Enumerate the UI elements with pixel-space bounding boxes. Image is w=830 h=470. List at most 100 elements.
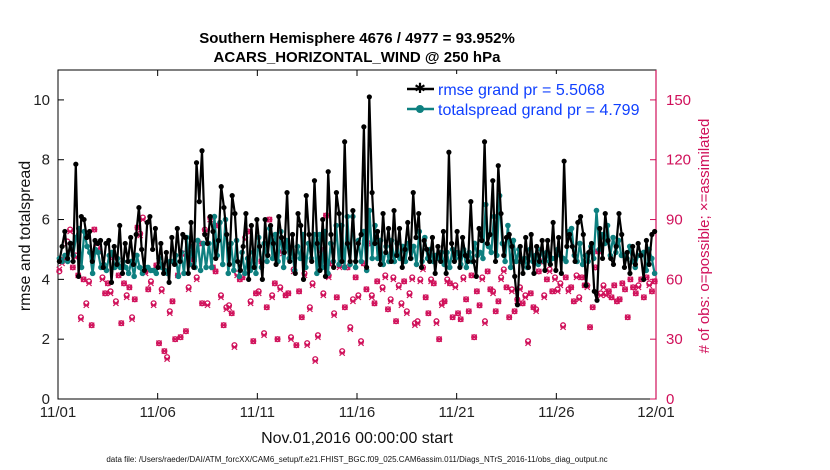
rmse-point: [534, 243, 540, 250]
totalspread-point: [358, 258, 364, 265]
rmse-point: [111, 243, 117, 250]
rmse-point: [638, 252, 644, 259]
obs-assimilated-point: [597, 292, 604, 299]
obs-assimilated-point: [430, 280, 437, 287]
rmse-point: [169, 234, 175, 241]
rmse-point: [161, 270, 167, 276]
rmse-point: [281, 249, 287, 256]
obs-assimilated-point: [126, 284, 133, 291]
totalspread-point: [136, 264, 143, 271]
rmse-point: [536, 258, 543, 265]
rmse-line: [58, 95, 656, 306]
obs-assimilated-point: [635, 284, 642, 291]
rmse-point: [484, 240, 490, 247]
obs-assimilated-point: [586, 324, 594, 331]
obs-assimilated-point: [368, 294, 375, 301]
obs-assimilated-point: [446, 280, 453, 287]
obs-assimilated-point: [161, 348, 168, 355]
rmse-point: [454, 228, 460, 235]
chart-subtitle: ACARS_HORIZONTAL_WIND @ 250 hPa: [214, 49, 502, 66]
rmse-point: [358, 231, 364, 238]
totalspread-point: [89, 270, 96, 277]
obs-assimilated-point: [417, 278, 424, 285]
totalspread-point: [84, 243, 90, 250]
rmse-point: [67, 240, 73, 247]
rmse-point: [506, 231, 512, 238]
obs-assimilated-point: [193, 276, 200, 283]
rmse-point: [630, 243, 636, 250]
rmse-point: [328, 231, 334, 238]
totalspread-point: [131, 273, 137, 280]
rmse-point: [81, 216, 87, 223]
rmse-point: [418, 264, 425, 270]
rmse-point: [309, 258, 315, 265]
rmse-point: [405, 219, 411, 226]
rmse-point: [163, 249, 169, 256]
obs-assimilated-point: [578, 274, 585, 281]
rmse-point: [100, 264, 106, 270]
obs-assimilated-point: [648, 288, 655, 295]
obs-assimilated-point: [568, 284, 575, 291]
rmse-point: [377, 261, 383, 268]
rmse-point: [342, 139, 348, 145]
rmse-point: [517, 243, 523, 250]
rmse-point: [75, 273, 82, 279]
totalspread-point: [208, 264, 215, 271]
rmse-point: [394, 252, 400, 259]
rmse-point: [284, 190, 290, 196]
rmse-point: [106, 237, 112, 244]
totalspread-point: [502, 258, 508, 265]
obs-assimilated-point: [331, 312, 338, 319]
rmse-point: [374, 228, 381, 235]
obs-assimilated-point: [355, 294, 362, 301]
rmse-point: [635, 240, 641, 247]
rmse-point: [556, 234, 562, 241]
rmse-point: [213, 255, 219, 262]
rmse-point: [273, 261, 279, 268]
rmse-point: [147, 213, 153, 220]
rmse-point: [215, 237, 222, 244]
obs-assimilated-point: [306, 306, 313, 313]
rmse-point: [210, 228, 216, 235]
obs-assimilated-point: [312, 358, 319, 365]
rmse-point: [514, 302, 521, 308]
rmse-point: [317, 267, 323, 273]
rmse-point: [525, 264, 532, 270]
obs-assimilated-point: [204, 302, 211, 309]
totalspread-point: [95, 249, 101, 256]
legend-spread-marker: [416, 105, 424, 113]
legend-spread-label: totalspread grand pr = 4.799: [438, 102, 640, 119]
rmse-point: [597, 225, 603, 232]
obs-assimilated-point: [573, 274, 580, 281]
rmse-point: [460, 234, 466, 241]
rmse-point: [553, 267, 559, 273]
rmse-point: [150, 246, 156, 253]
obs-assimilated-point: [627, 276, 634, 283]
rmse-point: [174, 225, 180, 232]
rmse-point: [235, 258, 241, 265]
obs-assimilated-point: [147, 280, 154, 287]
rmse-point: [229, 193, 235, 199]
rmse-point: [558, 270, 564, 276]
obs-assimilated-point: [212, 268, 219, 275]
rmse-point: [512, 273, 518, 279]
rmse-point: [451, 258, 457, 265]
x-tick-label: 12/01: [637, 404, 675, 421]
obs-assimilated-point: [487, 286, 494, 293]
rmse-point: [369, 190, 375, 196]
obs-assimilated-point: [347, 326, 354, 333]
rmse-point: [182, 234, 189, 241]
rmse-point: [583, 282, 589, 288]
rmse-point: [391, 207, 397, 214]
obs-assimilated-point: [217, 294, 224, 301]
obs-assimilated-point: [358, 340, 365, 347]
rmse-point: [435, 243, 441, 250]
obs-assimilated-point: [164, 356, 171, 363]
totalspread-point: [280, 264, 287, 271]
rmse-point: [333, 190, 340, 196]
obs-assimilated-point: [422, 294, 429, 301]
rmse-point: [185, 270, 191, 276]
rmse-point: [470, 258, 477, 265]
rmse-point: [643, 237, 649, 244]
